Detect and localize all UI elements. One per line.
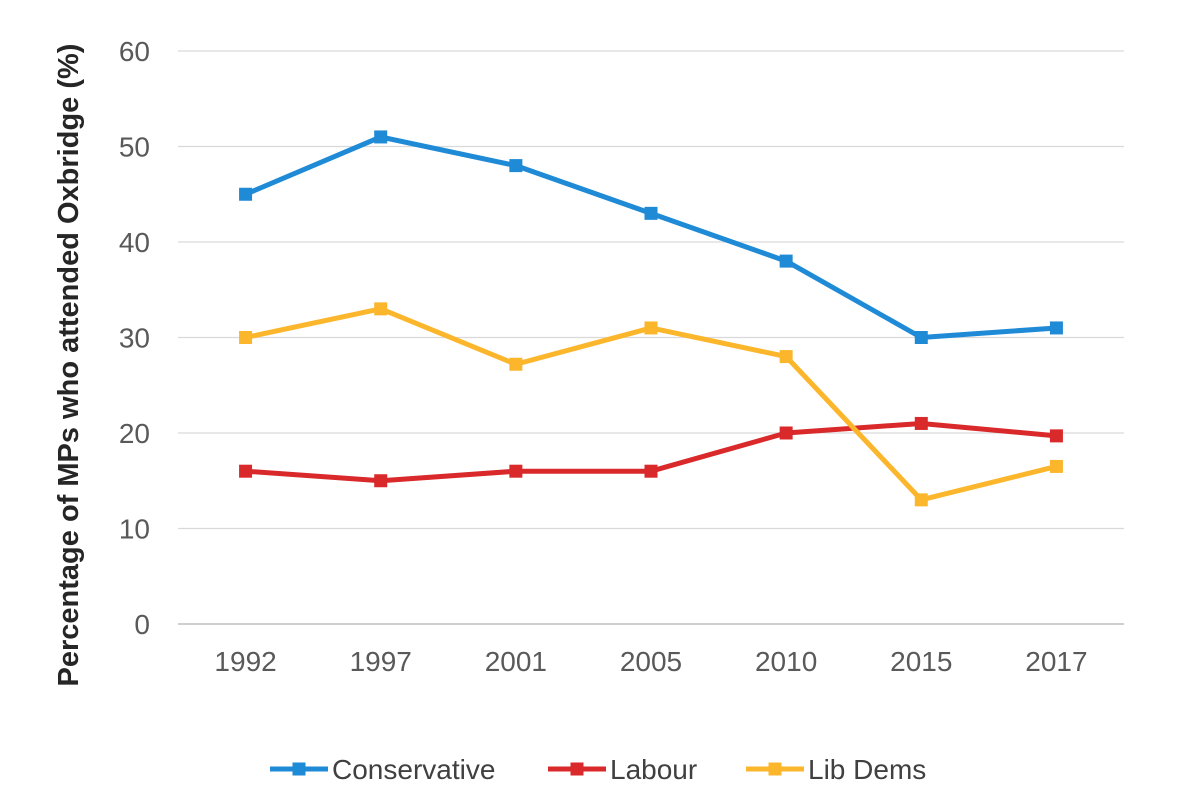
y-tick-label: 30: [119, 323, 150, 354]
data-point-marker: [509, 357, 523, 371]
data-point-marker: [914, 493, 928, 507]
gridlines: [178, 50, 1124, 625]
legend-item: Labour: [548, 754, 697, 785]
data-point-marker: [239, 464, 253, 478]
data-point-marker: [644, 464, 658, 478]
x-axis-ticks: 1992 1997 2001 2005 2010 2015 2017: [214, 646, 1087, 677]
legend: Conservative Labour Lib Dems: [270, 754, 926, 785]
data-point-marker: [1049, 459, 1063, 473]
legend-label: Conservative: [332, 754, 495, 785]
y-axis-ticks: 0 10 20 30 40 50 60: [119, 36, 150, 640]
y-tick-label: 50: [119, 132, 150, 163]
data-point-marker: [644, 321, 658, 335]
x-tick-label: 2005: [620, 646, 682, 677]
data-point-marker: [374, 130, 388, 144]
legend-item: Lib Dems: [746, 754, 926, 785]
x-tick-label: 2015: [890, 646, 952, 677]
data-point-marker: [779, 426, 793, 440]
legend-label: Labour: [610, 754, 697, 785]
data-point-marker: [779, 254, 793, 268]
series-labour: [239, 416, 1063, 488]
data-point-marker: [374, 302, 388, 316]
legend-label: Lib Dems: [808, 754, 926, 785]
y-tick-label: 20: [119, 418, 150, 449]
data-point-marker: [239, 187, 253, 201]
series-conservative: [239, 130, 1063, 344]
x-tick-label: 2010: [755, 646, 817, 677]
series-lib-dems: [239, 302, 1063, 507]
y-axis-label: Percentage of MPs who attended Oxbridge …: [53, 44, 85, 687]
x-tick-label: 1992: [214, 646, 276, 677]
x-tick-label: 2001: [485, 646, 547, 677]
legend-swatch-marker: [768, 762, 782, 776]
x-tick-label: 2017: [1025, 646, 1087, 677]
data-point-marker: [914, 416, 928, 430]
legend-item: Conservative: [270, 754, 495, 785]
data-point-marker: [1049, 429, 1063, 443]
data-point-marker: [509, 159, 523, 173]
data-point-marker: [1049, 321, 1063, 335]
data-point-marker: [509, 464, 523, 478]
data-point-marker: [914, 331, 928, 344]
x-tick-label: 1997: [350, 646, 412, 677]
y-tick-label: 60: [119, 36, 150, 67]
y-tick-label: 40: [119, 227, 150, 258]
series-line: [243, 134, 1059, 340]
data-point-marker: [779, 350, 793, 364]
legend-swatch-marker: [570, 762, 584, 776]
series: [239, 130, 1063, 507]
data-point-marker: [374, 474, 388, 488]
data-point-marker: [239, 331, 253, 344]
y-tick-label: 10: [119, 514, 150, 545]
data-point-marker: [644, 206, 658, 220]
legend-swatch-marker: [292, 762, 306, 776]
y-tick-label: 0: [134, 609, 150, 640]
